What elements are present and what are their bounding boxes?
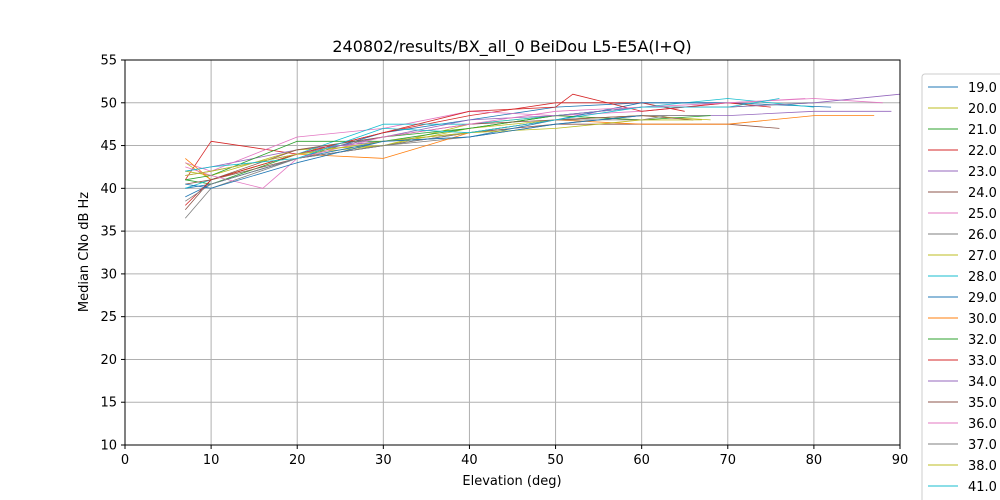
y-tick-label: 15	[100, 396, 117, 411]
legend-label: 32.0	[968, 333, 997, 348]
series-layer	[184, 93, 901, 219]
legend-label: 22.0	[968, 144, 997, 159]
y-tick-label: 30	[100, 267, 117, 282]
legend-label: 33.0	[968, 354, 997, 369]
legend: 19.0 20.0 21.0 22.0 23.0 24.0 25.0 26.0 27.0 28.0…	[921, 73, 1000, 500]
x-axis-label: Elevation (deg)	[462, 474, 561, 489]
x-tick-label: 60	[633, 453, 650, 468]
y-tick-label: 25	[100, 310, 117, 325]
legend-label: 38.0	[968, 459, 997, 474]
x-tick-label: 0	[121, 453, 129, 468]
series-line-42.0	[185, 115, 642, 189]
legend-label: 23.0	[968, 165, 997, 180]
y-tick-label: 55	[100, 54, 117, 69]
series-line-41.0	[185, 98, 780, 172]
y-tick-label: 50	[100, 96, 117, 111]
chart-title: 240802/results/BX_all_0 BeiDou L5-E5A(I+…	[332, 37, 691, 57]
y-axis-ticks: 10 15 20 25 30 35 40 45 50 55	[100, 54, 125, 454]
legend-frame	[921, 73, 1000, 500]
legend-label: 30.0	[968, 312, 997, 327]
series-line-32.0	[185, 115, 711, 181]
x-tick-label: 10	[203, 453, 220, 468]
legend-label: 26.0	[968, 228, 997, 243]
x-tick-label: 50	[547, 453, 564, 468]
x-tick-label: 70	[720, 453, 737, 468]
legend-label: 27.0	[968, 249, 997, 264]
legend-label: 36.0	[968, 417, 997, 432]
y-tick-label: 20	[100, 353, 117, 368]
y-tick-label: 40	[100, 182, 117, 197]
x-tick-label: 90	[892, 453, 909, 468]
legend-label: 25.0	[968, 207, 997, 222]
y-tick-label: 35	[100, 225, 117, 240]
legend-label: 28.0	[968, 270, 997, 285]
legend-label: 21.0	[968, 123, 997, 138]
y-tick-label: 10	[100, 439, 117, 454]
x-axis-ticks: 0 10 20 30 40 50 60 70 80 90	[121, 445, 908, 468]
x-tick-label: 80	[806, 453, 823, 468]
legend-label: 20.0	[968, 102, 997, 117]
legend-label: 19.0	[968, 81, 997, 96]
legend-label: 41.0	[968, 480, 997, 495]
x-tick-label: 30	[375, 453, 392, 468]
legend-label: 34.0	[968, 375, 997, 390]
x-tick-label: 20	[289, 453, 306, 468]
legend-label: 24.0	[968, 186, 997, 201]
x-tick-label: 40	[461, 453, 478, 468]
y-axis-label: Median CNo dB Hz	[77, 192, 92, 312]
legend-label: 35.0	[968, 396, 997, 411]
plot-frame	[124, 59, 901, 446]
legend-label: 37.0	[968, 438, 997, 453]
y-tick-label: 45	[100, 139, 117, 154]
series-line-38.0	[185, 119, 702, 176]
legend-label: 29.0	[968, 291, 997, 306]
